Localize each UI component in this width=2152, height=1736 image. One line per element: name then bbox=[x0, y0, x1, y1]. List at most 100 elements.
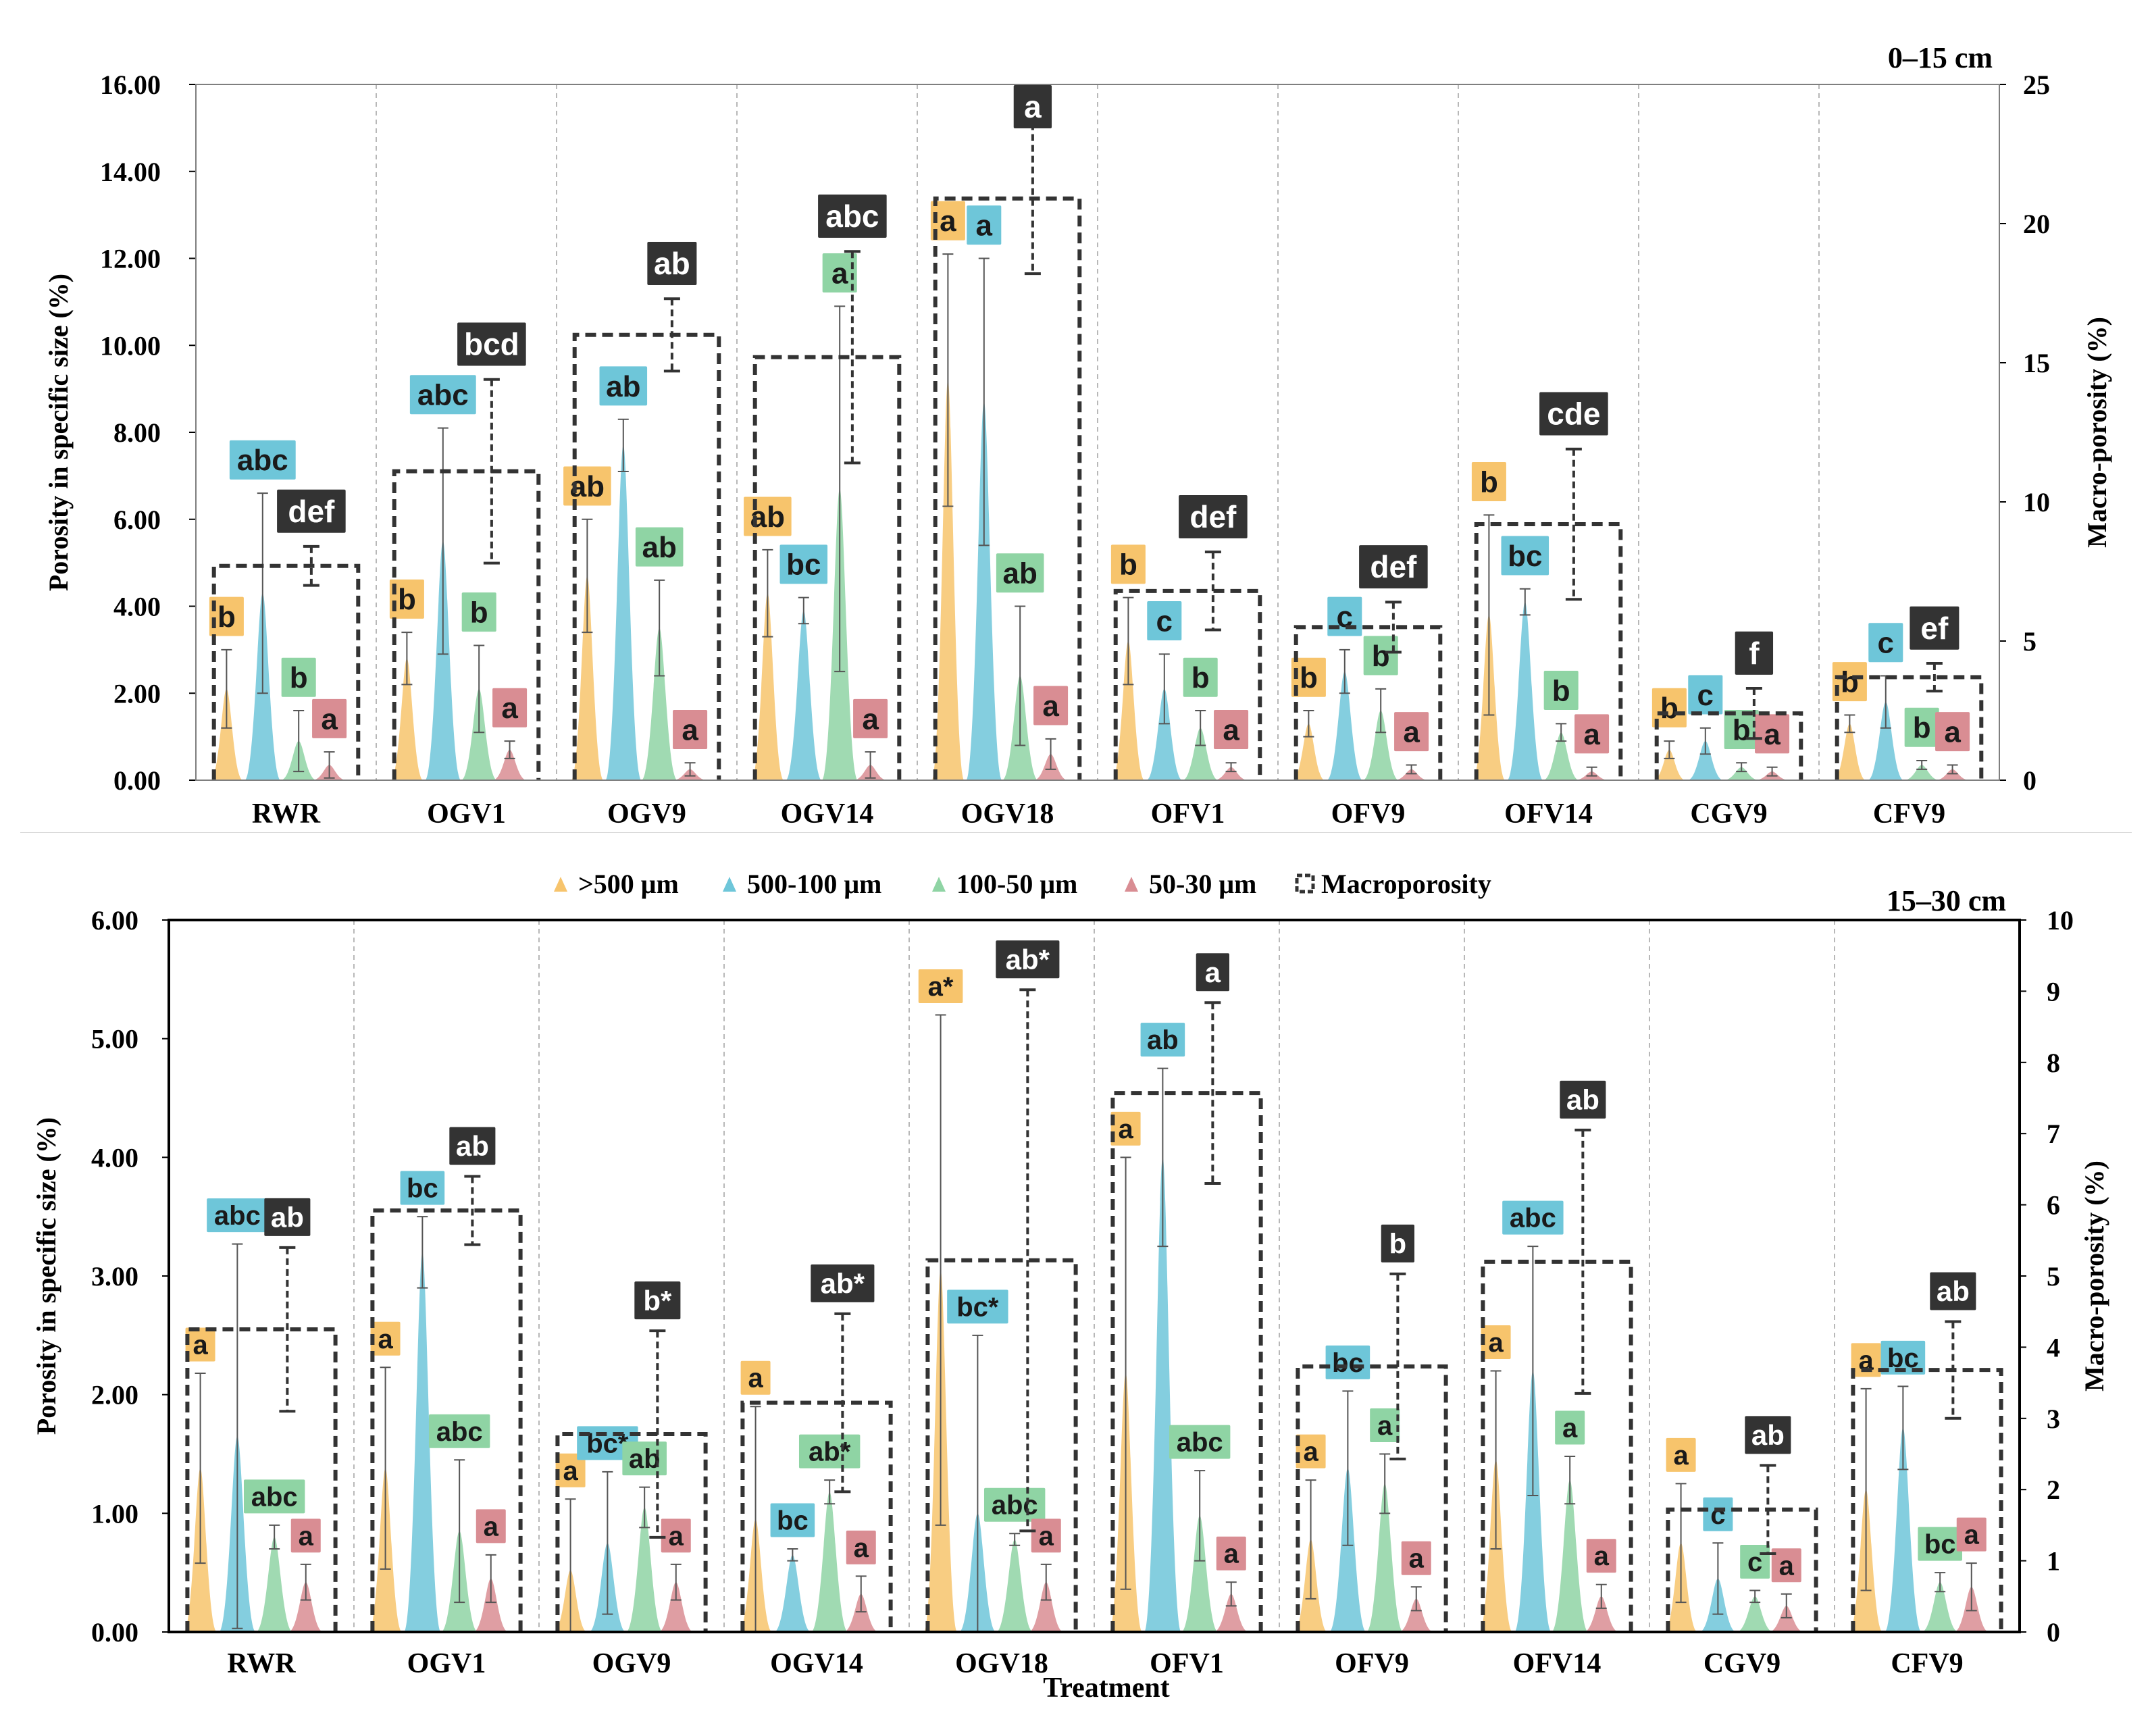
letter-2-OGV9-text: ab bbox=[642, 531, 677, 564]
letter-1-OFV9-box bbox=[1325, 1345, 1370, 1379]
y2-tick-label: 0 bbox=[2047, 1617, 2060, 1648]
letter-2-OGV9-box bbox=[635, 527, 684, 567]
letter-1-OFV1-text: ab bbox=[1147, 1025, 1179, 1055]
letter-0-CGV9-text: b bbox=[1660, 692, 1679, 725]
macro-letter-RWR-box bbox=[264, 1198, 311, 1236]
letter-3-RWR-text: a bbox=[299, 1521, 314, 1551]
macro-letter-CGV9-box bbox=[1745, 1416, 1791, 1454]
y-tick-label: 6.00 bbox=[113, 505, 161, 535]
y-tick-label: 4.00 bbox=[113, 592, 161, 622]
macro-bracket-CFV9 bbox=[1851, 1368, 2003, 1632]
category-label: OGV9 bbox=[592, 1648, 671, 1679]
letter-1-CGV9-box bbox=[1703, 1497, 1733, 1531]
y-tick-label: 4.00 bbox=[91, 1142, 138, 1173]
macro-bracket-OFV1 bbox=[1113, 588, 1262, 780]
macro-letter-OFV14-box bbox=[1560, 1080, 1606, 1119]
letter-2-CFV9-text: bc bbox=[1924, 1530, 1956, 1560]
letter-0-OFV9-text: b bbox=[1300, 661, 1318, 694]
letter-0-OGV18-box bbox=[930, 201, 965, 240]
letter-0-OFV1-text: a bbox=[1118, 1115, 1133, 1144]
peak-1-OGV18 bbox=[966, 401, 1002, 780]
letter-3-OGV9-box bbox=[661, 1518, 691, 1553]
letter-2-OFV14-text: a bbox=[1562, 1414, 1578, 1444]
letter-1-OGV18-text: bc* bbox=[956, 1292, 999, 1322]
macro-letter-CFV9-box bbox=[1930, 1272, 1976, 1310]
letter-3-OFV9-box bbox=[1394, 712, 1429, 752]
y-tick-label: 0.00 bbox=[113, 765, 161, 796]
letter-1-OGV14-box bbox=[770, 1503, 815, 1537]
macro-letter-OFV1-box bbox=[1196, 953, 1229, 992]
macro-letter-CFV9-box bbox=[1910, 606, 1959, 650]
letter-0-OGV1-box bbox=[370, 1321, 401, 1356]
panel-title: 0–15 cm bbox=[1888, 41, 1993, 74]
macro-letter-OFV9-text: def bbox=[1370, 549, 1417, 584]
letter-3-OGV9-text: a bbox=[669, 1521, 684, 1551]
letter-1-CGV9-box bbox=[1688, 675, 1723, 715]
y-tick-label: 3.00 bbox=[91, 1261, 138, 1292]
macro-letter-OGV1-text: bcd bbox=[464, 327, 519, 362]
letter-3-OGV14-text: a bbox=[854, 1533, 869, 1563]
macro-letter-OGV1-box bbox=[457, 322, 526, 366]
y2-tick-label: 15 bbox=[2023, 348, 2050, 378]
macro-letter-RWR-text: ab bbox=[271, 1202, 304, 1233]
letter-0-OGV18-box bbox=[918, 969, 963, 1004]
macro-letter-CGV9-text: f bbox=[1749, 636, 1760, 671]
letter-1-OFV14-text: abc bbox=[1510, 1204, 1556, 1233]
peak-0-OFV9 bbox=[1292, 723, 1325, 780]
macro-bracket-CFV9 bbox=[1835, 675, 1984, 780]
macro-letter-RWR-text: def bbox=[288, 494, 335, 529]
peak-0-OGV18 bbox=[931, 380, 965, 780]
letter-3-CGV9-text: a bbox=[1764, 718, 1780, 751]
letter-1-OGV18-box bbox=[947, 1290, 1008, 1324]
letter-2-OFV1-box bbox=[1183, 657, 1218, 697]
letter-2-OFV9-text: b bbox=[1372, 640, 1390, 673]
letter-3-OGV14-box bbox=[846, 1530, 876, 1564]
y2-tick-label: 8 bbox=[2047, 1048, 2060, 1078]
macro-letter-OGV18-box bbox=[1013, 85, 1052, 128]
letter-2-CGV9-text: c bbox=[1747, 1548, 1762, 1577]
macro-bracket-OFV9 bbox=[1293, 625, 1443, 780]
peak-2-OFV1 bbox=[1182, 727, 1219, 780]
letter-3-CFV9-text: a bbox=[1944, 716, 1961, 749]
macro-letter-OFV14-box bbox=[1539, 392, 1608, 436]
letter-0-OFV14-text: b bbox=[1480, 465, 1498, 499]
letter-2-OGV18-box bbox=[983, 1487, 1046, 1522]
category-label: CFV9 bbox=[1891, 1648, 1963, 1679]
category-label: RWR bbox=[252, 798, 321, 829]
y2-tick-label: 6 bbox=[2047, 1190, 2060, 1221]
peak-2-CFV9 bbox=[1903, 765, 1940, 780]
peak-1-OFV14 bbox=[1507, 602, 1543, 780]
category-label: OGV14 bbox=[781, 798, 874, 829]
letter-2-RWR-box bbox=[243, 1479, 305, 1514]
letter-0-OFV14-text: a bbox=[1488, 1328, 1504, 1358]
letter-2-OGV1-box bbox=[428, 1414, 490, 1448]
x-axis-title: Treatment bbox=[1043, 1673, 1169, 1704]
macro-letter-OGV18-box bbox=[996, 940, 1060, 979]
y2-tick-label: 10 bbox=[2023, 487, 2050, 517]
y-tick-label: 0.00 bbox=[91, 1617, 138, 1648]
y-tick-label: 12.00 bbox=[100, 244, 161, 274]
letter-1-CGV9-text: c bbox=[1697, 679, 1714, 712]
letter-1-OGV1-box bbox=[409, 375, 476, 415]
peak-1-OGV1 bbox=[425, 540, 461, 780]
letter-2-OFV9-box bbox=[1363, 636, 1398, 675]
letter-2-CFV9-box bbox=[1918, 1527, 1962, 1561]
letter-2-OFV14-box bbox=[1555, 1410, 1585, 1445]
letter-0-CGV9-box bbox=[1666, 1437, 1696, 1472]
legend-label: >500 μm bbox=[578, 869, 679, 899]
y-tick-label: 6.00 bbox=[91, 905, 138, 936]
y-tick-label: 10.00 bbox=[100, 330, 161, 361]
letter-1-RWR-text: abc bbox=[214, 1201, 261, 1231]
plot-frame bbox=[195, 84, 2000, 781]
macro-letter-OGV14-box bbox=[811, 1264, 875, 1302]
letter-3-OFV14-box bbox=[1574, 714, 1610, 754]
y-tick-label: 8.00 bbox=[113, 417, 161, 448]
letter-2-RWR-text: abc bbox=[251, 1482, 298, 1512]
macro-letter-OGV1-text: ab bbox=[456, 1130, 489, 1162]
peak-1-OFV9 bbox=[1327, 671, 1363, 780]
letter-2-OFV1-text: abc bbox=[1177, 1428, 1223, 1458]
peak-2-OFV9 bbox=[1366, 1483, 1404, 1632]
peak-2-OGV1 bbox=[461, 688, 497, 780]
macro-letter-OGV14-box bbox=[818, 195, 887, 238]
